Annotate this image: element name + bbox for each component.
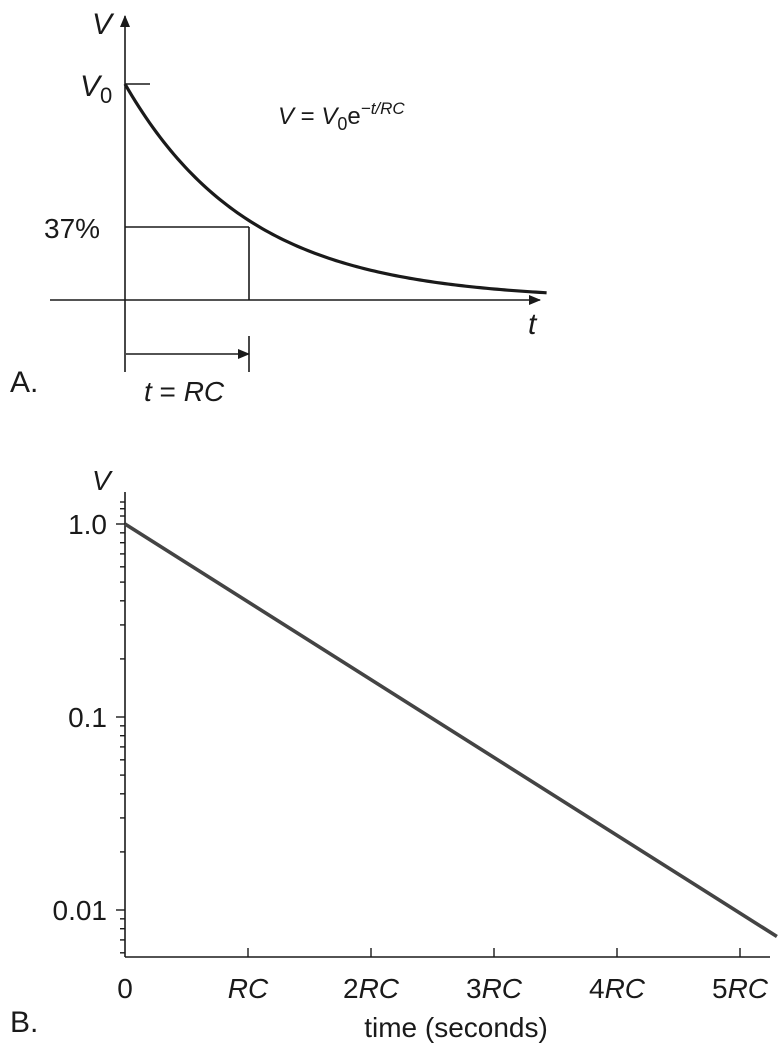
panel-a-rc-label: t = RC	[144, 376, 225, 407]
x-tick-label: 5RC	[712, 973, 769, 1004]
y-tick-label: 0.1	[68, 702, 107, 733]
panel-a-y-axis-label: V	[92, 8, 115, 41]
x-tick-label: 2RC	[343, 973, 400, 1004]
panel-a-label: A.	[10, 366, 38, 399]
x-tick-label: 0	[117, 973, 133, 1004]
panel-a-level-label: 37%	[44, 213, 100, 244]
x-tick-label: 4RC	[589, 973, 646, 1004]
panel-a-decay-curve	[123, 83, 547, 295]
panel-a-v0-label: V0	[80, 70, 112, 108]
x-tick-label: RC	[228, 973, 269, 1004]
panel-b-x-axis-label: time (seconds)	[364, 1012, 548, 1043]
panel-a: V t V0 37% V = V0e−t/RC t = RC A.	[10, 8, 547, 407]
y-tick-label: 1.0	[68, 509, 107, 540]
x-tick-label: 3RC	[466, 973, 523, 1004]
y-tick-label: 0.01	[53, 895, 108, 926]
panel-b: V 1.0 0.1 0.01 0 RC 2RC 3RC 4RC 5RC time (secon…	[10, 465, 778, 1043]
panel-b-y-ticks: 1.0 0.1 0.01	[53, 501, 125, 954]
panel-b-label: B.	[10, 1006, 38, 1039]
panel-b-y-axis-label: V	[92, 465, 113, 496]
panel-b-x-ticks: 0 RC 2RC 3RC 4RC 5RC	[117, 948, 769, 1004]
panel-b-log-decay-line	[124, 522, 778, 939]
panel-a-formula: V = V0e−t/RC	[278, 99, 405, 134]
panel-a-x-axis-label: t	[528, 308, 538, 341]
